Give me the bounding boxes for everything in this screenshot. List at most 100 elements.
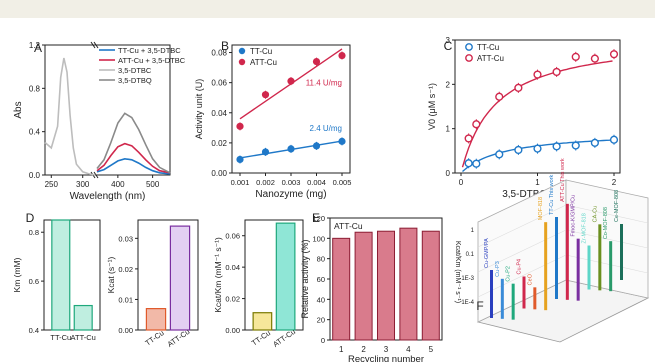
panel-f-bar-label: Cu-P4 — [517, 259, 523, 275]
panel-d-ytick-label: 0.03 — [118, 234, 133, 243]
panel-e-ylabel: Relative activity (%) — [300, 239, 310, 318]
panel-c-xtick-label: 1 — [535, 178, 540, 187]
panel-b-point — [287, 77, 295, 85]
panel-d-ytick-label: 0.8 — [29, 228, 39, 237]
panel-d-ylabel: Kcat/Km (mM⁻¹ s⁻¹) — [213, 237, 223, 313]
panel-c-ytick-label: 3 — [446, 36, 451, 45]
panel-f-gridline — [477, 229, 567, 273]
panel-b-slope-atc: 11.4 U/mg — [306, 79, 342, 88]
panel-f-bar-label: Cu-GMP/PA — [484, 238, 490, 268]
panel-f-letter: F — [476, 299, 483, 313]
panel-a-xlabel: Wavelength (nm) — [70, 191, 146, 202]
panel-c-letter: C — [444, 39, 453, 53]
panel-f-bar-label: Cu-P3 — [495, 261, 501, 277]
panel-f-bar-label: CeO — [527, 273, 533, 285]
panel-d-letter: D — [26, 211, 35, 225]
panel-b-legend-label: TT-Cu — [250, 47, 272, 56]
panel-d-frame — [43, 219, 101, 331]
panel-e-bar — [399, 227, 418, 341]
panel-e-xtick-label: 1 — [339, 345, 344, 354]
panel-c-point — [552, 142, 561, 151]
panel-e-ytick-label: 120 — [312, 214, 325, 223]
panel-b-xtick-label: 0.002 — [256, 178, 275, 187]
panel-c-point — [533, 144, 542, 153]
panel-f-bar-label: MOF-818 — [538, 197, 544, 220]
panel-e-ytick-label: 0 — [321, 336, 325, 345]
panel-c-legend-swatch — [465, 54, 473, 62]
panel-c-xtick-label: 0 — [459, 178, 464, 187]
panel-e-ytick-label: 80 — [317, 255, 325, 264]
panel-f-gridline — [565, 229, 649, 249]
panel-b-ytick-label: 0.08 — [211, 49, 227, 58]
panel-b-point — [261, 148, 270, 156]
panel-c-point — [590, 54, 599, 63]
panel-a-break-mark — [90, 41, 96, 49]
panel-f-ylabel: Kcat/Km (mM⁻¹ s⁻¹) — [454, 241, 461, 303]
panel-b-point — [236, 122, 244, 130]
panel-d-ytick-label: 0.01 — [118, 295, 133, 304]
panel-c-point — [495, 92, 504, 101]
panel-c-point — [472, 120, 481, 129]
panel-d-ytick-label: 0.06 — [225, 232, 240, 241]
panel-c-point — [571, 141, 580, 150]
panel-d-ytick-label: 0.6 — [29, 277, 39, 286]
panel-c-ytick-label: 2 — [446, 80, 451, 89]
panel-c-legend-label: TT-Cu — [477, 43, 499, 52]
panel-a-xtick-label: 250 — [45, 180, 59, 189]
panel-b-xlabel: Nanozyme (mg) — [255, 189, 326, 200]
panel-b-legend-swatch — [238, 47, 246, 55]
panel-b-xtick-label: 0.001 — [231, 178, 250, 187]
panel-e-bar — [332, 237, 351, 341]
panel-f-bar-label: CA-Cu — [592, 206, 598, 223]
panel-f-bar-label: Ce-MOF-808 — [614, 190, 620, 222]
panel-a-series-0 — [96, 157, 171, 175]
panel-f-bar — [576, 238, 580, 301]
panel-a-legend-label: ATT-Cu + 3,5-DTBC — [118, 56, 186, 65]
panel-f-bar-label: Cu-P2 — [506, 266, 512, 282]
panel-b-ytick-label: 0.02 — [211, 139, 227, 148]
panel-a-series-3 — [96, 112, 171, 174]
panel-f-ytick-label: 0.1 — [466, 252, 475, 258]
panel-c-point — [609, 50, 619, 59]
panel-d-category-label: TT-Cu — [50, 333, 71, 342]
panel-d-frame — [137, 219, 199, 331]
panel-a-ytick-label: 0.4 — [29, 128, 41, 137]
panel-d-bar — [73, 304, 93, 331]
panel-c-ylabel: V0 (μM s⁻¹) — [427, 83, 437, 130]
panel-c-point — [609, 135, 619, 144]
panel-b-point — [312, 142, 321, 150]
panel-d-bar — [51, 219, 71, 331]
panel-e-ytick-label: 20 — [317, 316, 325, 325]
panel-b-point — [312, 57, 321, 66]
panel-a-xtick-label: 500 — [146, 180, 160, 189]
panel-d-ytick-label: 0.00 — [225, 326, 240, 335]
panel-a-ytick-label: 0.8 — [29, 84, 41, 93]
panel-d-frame — [244, 219, 304, 331]
panel-f-bar-label: Fmoc-K/GMP/Cu — [571, 195, 577, 237]
panel-d-ytick-label: 0.02 — [225, 295, 240, 304]
panel-d-ytick-label: 0.02 — [118, 265, 133, 274]
panel-c-legend-label: ATT-Cu — [477, 54, 504, 63]
panel-a-letter: A — [34, 41, 42, 55]
panel-f-bar-label: ATT-Cu This work — [560, 158, 566, 202]
panel-a-xtick-label: 400 — [111, 180, 125, 189]
panel-c-ytick-label: 1 — [446, 125, 451, 134]
panel-f-bar — [565, 203, 569, 300]
panel-a-xtick-label: 300 — [76, 180, 90, 189]
panel-c-point — [472, 159, 481, 168]
panel-b-point — [236, 155, 244, 164]
panel-e-xtick-label: 3 — [384, 345, 389, 354]
panel-f-bar-label: Zr-MOF-818 — [582, 213, 588, 243]
panel-a-break-mark — [93, 171, 99, 179]
panel-a-break-mark — [93, 41, 99, 49]
panel-c-point — [495, 150, 504, 159]
panel-f-ytick-label: 1E-4 — [461, 300, 474, 306]
panel-d-category-label: TT-Cu — [143, 328, 165, 347]
panel-f-bar — [587, 245, 591, 290]
panel-b-slope-tt: 2.4 U/mg — [310, 124, 342, 133]
panel-f-bar — [544, 222, 548, 311]
panel-e-letter: E — [312, 211, 320, 225]
panel-f-bar — [609, 241, 613, 292]
panel-c-xtick-label: 2 — [612, 178, 617, 187]
